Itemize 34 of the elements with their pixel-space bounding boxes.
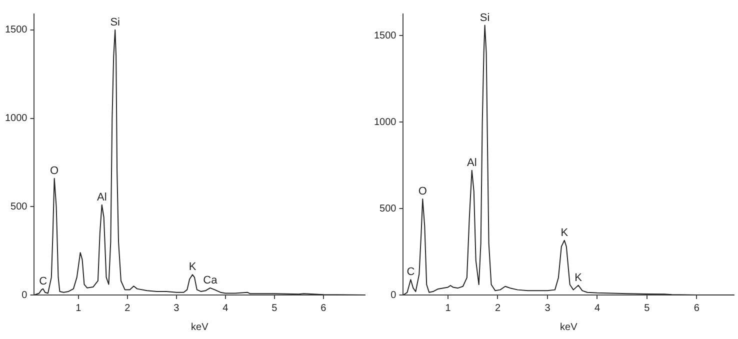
- x-tick-label: 5: [272, 302, 278, 314]
- annotation: O: [418, 186, 428, 198]
- annotation: Si: [110, 16, 120, 28]
- annotation: Al: [96, 191, 107, 204]
- annotation: Al: [466, 156, 477, 169]
- y-tick-label: 1500: [4, 24, 28, 36]
- x-tick-label: 1: [445, 302, 452, 314]
- x-tick-label: 6: [320, 302, 327, 314]
- y-tick-label: 1000: [4, 113, 28, 124]
- annotation: O: [50, 164, 60, 177]
- x-tick-label: 2: [494, 302, 501, 314]
- y-tick-label: 1000: [374, 116, 397, 128]
- annotation: K: [560, 226, 569, 239]
- x-tick-label: 1: [76, 302, 82, 314]
- x-tick-label: 5: [644, 302, 650, 314]
- annotation: K: [574, 272, 583, 284]
- x-tick-label: 4: [222, 302, 229, 314]
- x-tick-label: 2: [124, 302, 131, 314]
- y-tick-label: 0: [22, 290, 28, 301]
- annotation: Si: [480, 12, 490, 24]
- y-tick-label: 0: [390, 290, 397, 301]
- annotation: Ca: [203, 274, 218, 286]
- x-axis-title: keV: [191, 322, 209, 333]
- y-tick-label: 500: [10, 201, 28, 212]
- annotation: C: [406, 266, 415, 278]
- x-tick-label: 6: [694, 302, 700, 314]
- x-axis-title: keV: [560, 322, 578, 333]
- x-tick-label: 3: [544, 302, 551, 314]
- annotation: C: [39, 275, 48, 288]
- y-tick-label: 1500: [374, 30, 397, 42]
- x-tick-label: 4: [594, 302, 600, 314]
- y-tick-label: 500: [380, 203, 397, 214]
- x-tick-label: 3: [174, 302, 180, 314]
- annotation: K: [188, 261, 197, 274]
